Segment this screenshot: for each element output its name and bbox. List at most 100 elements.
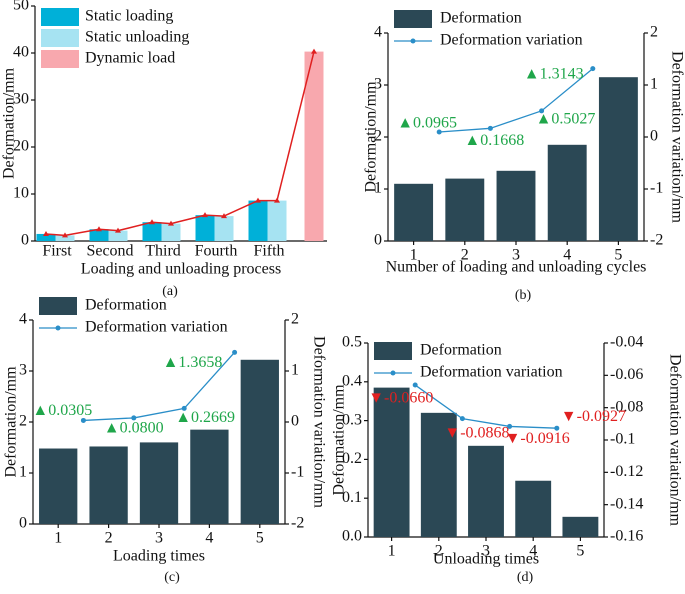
y2-tick-label: -2: [291, 515, 304, 532]
legend-swatch: [374, 342, 412, 360]
legend-swatch: [394, 10, 432, 28]
y-tick-label: 50: [13, 0, 29, 14]
y2-tick-label: -1: [650, 180, 663, 197]
trend-marker: [62, 232, 68, 238]
bar: [562, 516, 599, 537]
trend-segment: [223, 199, 259, 217]
bar: [598, 77, 638, 241]
value-label: ▲0.1668: [464, 132, 524, 149]
y2-tick-label: 1: [291, 362, 299, 379]
legend-marker: [410, 38, 416, 44]
trend-segment: [151, 221, 172, 225]
value-label: ▲1.3658: [163, 354, 223, 371]
y2-tick-label: -2: [650, 232, 663, 249]
trend-segment: [276, 51, 315, 201]
y-tick-label: 10: [13, 185, 29, 202]
value-label: ▲0.5027: [536, 111, 596, 128]
y-tick-label: 3: [19, 362, 27, 379]
y-tick-label: 0: [21, 232, 29, 249]
variation-marker: [487, 125, 493, 131]
y2-tick-label: -0.06: [610, 366, 643, 383]
value-label: ▲0.2669: [175, 409, 235, 426]
y-tick-label: 0.2: [342, 450, 362, 467]
trend-marker: [43, 230, 49, 236]
legend-label: Deformation: [420, 342, 502, 359]
trend-marker: [149, 219, 155, 225]
x-tick-label: 3: [512, 247, 520, 264]
variation-marker: [554, 425, 560, 431]
value-label: ▼-0.0868: [444, 424, 509, 441]
legend-swatch: [39, 297, 77, 315]
x-tick-label: 5: [256, 530, 264, 547]
x-axis-title: Loading and unloading process: [81, 261, 281, 278]
y-tick-label: 0: [374, 232, 382, 249]
y-tick-label: 0.3: [342, 411, 362, 428]
trend-marker: [115, 227, 121, 233]
bar: [142, 222, 162, 241]
y2-tick-label: 0: [650, 128, 658, 145]
legend-swatch: [41, 50, 79, 68]
bar: [190, 429, 229, 524]
legend-label: Deformation variation: [440, 32, 583, 49]
trend-marker: [221, 213, 227, 219]
bar: [267, 200, 287, 241]
trend-segment: [170, 214, 206, 225]
bar: [248, 200, 268, 241]
y2-tick-label: 2: [291, 311, 299, 328]
caption: (b): [515, 288, 532, 303]
legend-marker: [390, 370, 396, 376]
bar: [89, 446, 128, 524]
x-tick-label: 1: [388, 543, 396, 560]
variation-line: [414, 384, 557, 429]
legend-label: Deformation: [85, 297, 167, 314]
bar: [468, 445, 504, 537]
y-tick-label: 4: [374, 24, 382, 41]
bar: [108, 230, 128, 241]
y2-axis-title: Deformation variation/mm: [666, 354, 683, 527]
caption: (c): [164, 570, 180, 585]
bar: [240, 359, 279, 524]
variation-marker: [131, 415, 137, 421]
bar: [55, 235, 75, 241]
y-tick-label: 3: [374, 76, 382, 93]
y-tick-label: 0.5: [342, 334, 362, 351]
y-tick-label: 4: [19, 311, 27, 328]
x-tick-label: 2: [435, 543, 443, 560]
x-tick-label: Third: [145, 243, 181, 260]
y2-tick-label: -1: [291, 464, 304, 481]
y2-axis-title: Deformation variation/mm: [310, 336, 327, 509]
bar: [89, 229, 109, 241]
y2-tick-label: -0.12: [610, 463, 643, 480]
x-tick-label: 4: [529, 543, 537, 560]
trend-segment: [98, 228, 119, 232]
trend-segment: [117, 221, 153, 232]
variation-marker: [507, 423, 513, 429]
variation-marker: [459, 416, 465, 422]
trend-segment: [64, 228, 100, 237]
variation-marker: [181, 405, 187, 411]
legend-label: Deformation variation: [420, 364, 563, 381]
y-tick-label: 0: [19, 515, 27, 532]
y-axis-title: Deformation/mm: [1, 67, 18, 179]
bar: [420, 412, 457, 537]
legend-swatch: [41, 29, 79, 47]
trend-marker: [274, 197, 280, 203]
y-axis-title: Deformation/mm: [3, 366, 20, 478]
variation-marker: [436, 129, 442, 135]
bar: [496, 170, 536, 241]
trend-marker: [202, 212, 208, 218]
x-tick-label: 5: [614, 247, 622, 264]
legend-label: Static unloading: [85, 29, 189, 46]
y2-tick-label: 1: [650, 76, 658, 93]
value-label: ▼-0.0927: [561, 408, 626, 425]
variation-line: [439, 68, 594, 133]
trend-segment: [45, 233, 66, 237]
bar: [304, 51, 324, 242]
x-tick-label: 2: [105, 530, 113, 547]
bar: [515, 480, 552, 537]
x-axis-title: Number of loading and unloading cycles: [386, 259, 647, 276]
x-tick-label: 3: [155, 530, 163, 547]
x-tick-label: 4: [205, 530, 213, 547]
x-tick-label: 3: [482, 543, 490, 560]
